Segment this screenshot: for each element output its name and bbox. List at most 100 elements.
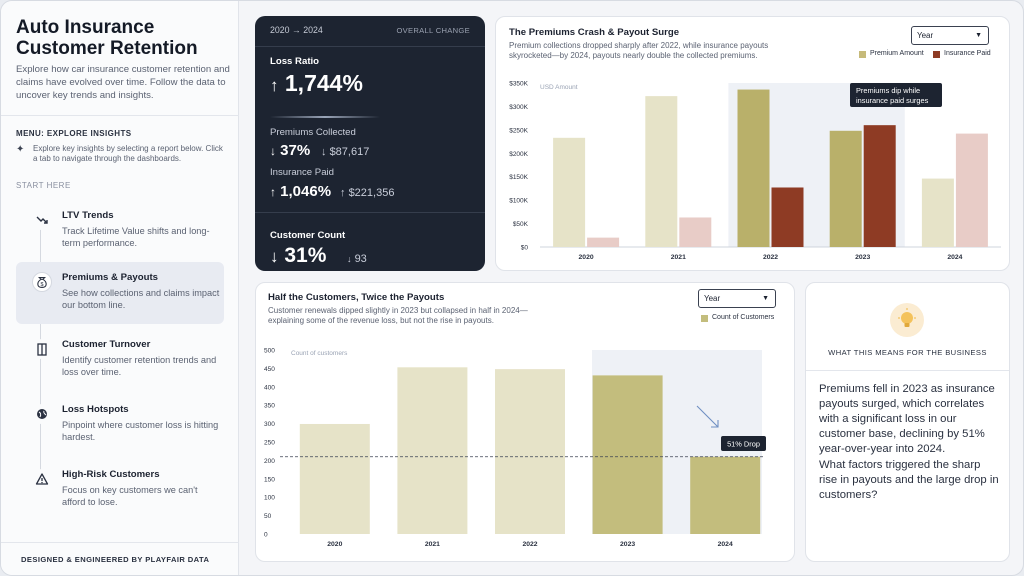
footer-credit: DESIGNED & ENGINEERED BY PLAYFAIR DATA (21, 555, 210, 564)
sidebar-item-title: LTV Trends (62, 210, 114, 221)
sidebar-item-high-risk-customers[interactable]: High-Risk Customers Focus on key custome… (16, 459, 224, 521)
x-tick-label: 2021 (671, 254, 686, 261)
axis-unit-label: Count of customers (291, 350, 348, 357)
bar-premium-amount (737, 89, 770, 247)
customers-period-select[interactable]: Year ▼ (698, 289, 776, 308)
drop-callout-box (721, 436, 766, 451)
subtitle-line: explaining some of the revenue loss, but… (268, 316, 494, 325)
sidebar-item-subtitle: See how collections and claims impact ou… (62, 288, 220, 310)
app-title-line1: Auto Insurance (16, 17, 155, 38)
bar-premium-amount (921, 178, 954, 247)
x-tick-label: 2022 (522, 541, 537, 548)
sidebar-divider (1, 115, 239, 116)
sidebar-item-loss-hotspots[interactable]: Loss Hotspots Pinpoint where customer lo… (16, 394, 224, 456)
arrow-up-icon: ↑ (270, 185, 276, 199)
x-tick-label: 2020 (327, 541, 342, 548)
arrow-up-icon: ↑ (270, 76, 279, 95)
x-tick-label: 2024 (718, 541, 733, 548)
pointer-icon: ✦ (16, 144, 25, 155)
y-tick-label: 100 (264, 495, 275, 502)
start-here-label: START HERE (16, 181, 71, 190)
y-tick-label: $50K (513, 221, 529, 228)
sidebar-item-subtitle: Identify customer retention trends and l… (62, 355, 217, 377)
menu-heading: MENU: EXPLORE INSIGHTS (16, 129, 132, 138)
arrow-down-right-icon (711, 420, 719, 428)
lightbulb-icon (890, 303, 924, 337)
premiums-collected-abs: ↓ $87,617 (321, 146, 369, 158)
legend-premium-swatch (859, 51, 866, 58)
x-tick-label: 2024 (947, 254, 962, 261)
bar-premium-amount (829, 130, 862, 247)
premiums-pct-number: 37% (280, 142, 311, 159)
y-tick-label: $350K (509, 81, 528, 88)
premiums-period-select[interactable]: Year ▼ (911, 26, 989, 45)
sidebar-item-customer-turnover[interactable]: Customer Turnover Identify customer rete… (16, 329, 224, 391)
arrow-up-icon: ↑ (340, 187, 346, 199)
customer-abs-number: 93 (354, 253, 367, 265)
select-value: Year (704, 294, 721, 303)
insurance-paid-label: Insurance Paid (270, 167, 334, 178)
bar-customer-count (397, 367, 468, 534)
door-icon (32, 339, 52, 359)
x-tick-label: 2023 (620, 541, 635, 548)
sidebar-item-ltv-trends[interactable]: LTV Trends Track Lifetime Value shifts a… (16, 200, 224, 262)
y-tick-label: $100K (509, 198, 528, 205)
y-tick-label: 500 (264, 348, 275, 355)
warning-icon (32, 469, 52, 489)
bar-customer-count (495, 369, 565, 534)
sidebar-item-premiums-payouts[interactable]: $ Premiums & Payouts See how collections… (16, 262, 224, 324)
callout-line-2: insurance paid surges (856, 96, 929, 105)
sidebar-item-subtitle: Pinpoint where customer loss is hitting … (62, 420, 219, 442)
customers-chart-subtitle: Customer renewals dipped slightly in 202… (268, 306, 568, 326)
axis-unit-label: USD Amount (540, 84, 578, 91)
kpi-period-label: OVERALL CHANGE (396, 26, 470, 35)
bar-customer-count (592, 375, 663, 534)
y-tick-label: 350 (264, 403, 275, 410)
y-tick-label: $150K (509, 174, 528, 181)
chevron-down-icon: ▼ (762, 295, 769, 302)
y-tick-label: 250 (264, 440, 275, 447)
premiums-payouts-chart: USD Amount $0 $50K $100K $150K $200K $250K $30… (509, 81, 1001, 261)
premiums-abs-number: $87,617 (329, 146, 370, 158)
customer-count-abs: ↓ 93 (347, 253, 367, 265)
arrow-down-icon: ↓ (321, 146, 327, 158)
bar-insurance-paid (679, 217, 712, 247)
globe-icon (32, 404, 52, 424)
bar-insurance-paid (771, 187, 804, 247)
sidebar-item-title: Loss Hotspots (62, 404, 129, 415)
loss-ratio-number: 1,744% (284, 70, 363, 96)
trend-down-icon (32, 210, 52, 230)
y-tick-label: $0 (521, 245, 529, 252)
kpi-glow-line (270, 116, 380, 118)
customer-count-pct: ↓ 31% (270, 244, 326, 268)
customer-pct-number: 31% (284, 244, 327, 267)
kpi-period: 2020 → 2024 (270, 25, 323, 35)
kpi-divider (255, 46, 485, 47)
sidebar-item-title: High-Risk Customers (62, 469, 160, 480)
sidebar-footer: DESIGNED & ENGINEERED BY PLAYFAIR DATA (1, 542, 239, 575)
y-tick-label: 300 (264, 421, 275, 428)
legend-customers-swatch (701, 315, 708, 322)
y-tick-label: $200K (509, 151, 528, 158)
app-title-line2: Customer Retention (16, 38, 198, 59)
arrow-down-icon: ↓ (270, 144, 276, 158)
insight-paragraph-1: Premiums fell in 2023 as insurance payou… (819, 383, 995, 455)
arrow-down-right-icon (696, 405, 719, 428)
premiums-collected-label: Premiums Collected (270, 127, 356, 138)
sidebar: Auto Insurance Customer Retention Explor… (1, 1, 239, 575)
bar-premium-amount (553, 137, 586, 247)
x-tick-label: 2020 (579, 254, 594, 261)
x-tick-label: 2023 (855, 254, 870, 261)
bar-insurance-paid (587, 237, 620, 247)
premiums-collected-pct: ↓ 37% (270, 142, 310, 159)
y-tick-label: $250K (509, 127, 528, 134)
y-tick-label: 400 (264, 384, 275, 391)
kpi-divider (255, 212, 485, 213)
loss-ratio-value: ↑ 1,744% (270, 70, 363, 97)
money-bag-icon: $ (32, 272, 52, 292)
y-tick-label: 450 (264, 366, 275, 373)
kpi-panel: 2020 → 2024 OVERALL CHANGE Loss Ratio ↑ … (255, 16, 485, 271)
select-value: Year (917, 31, 934, 40)
subtitle-line: Premium collections dropped sharply afte… (509, 41, 769, 50)
